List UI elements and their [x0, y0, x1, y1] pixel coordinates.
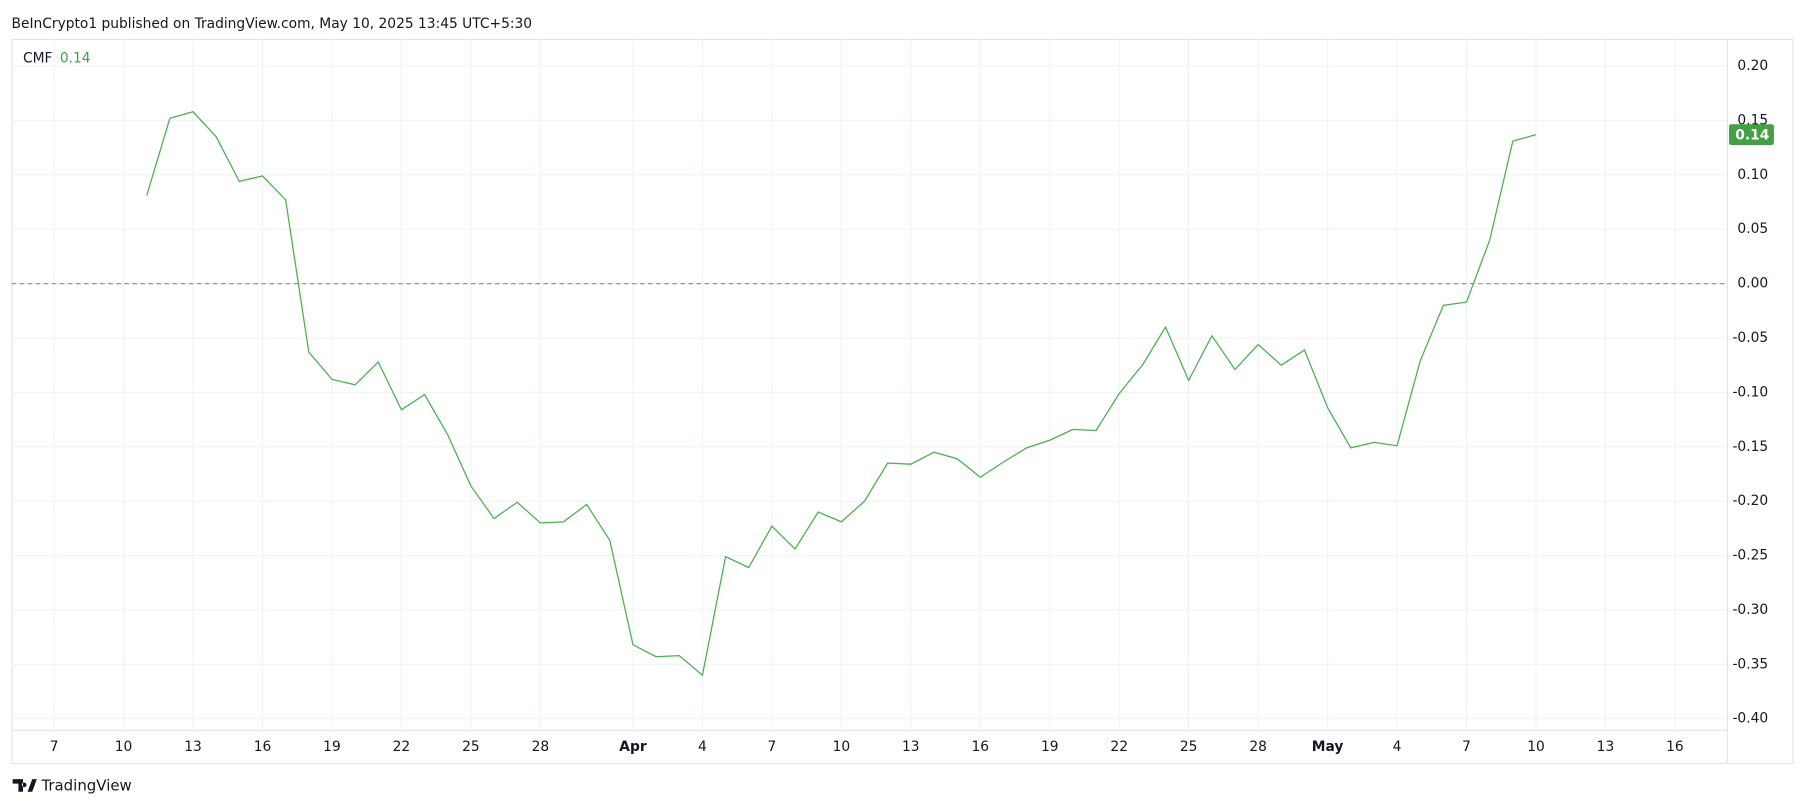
- x-tick-label: 7: [768, 739, 777, 755]
- x-tick-label: 19: [323, 739, 341, 755]
- chart-frame: [11, 38, 1794, 765]
- y-tick-label: 0.00: [1737, 276, 1768, 292]
- x-tick-label: 7: [50, 739, 59, 755]
- y-tick-label: 0.10: [1737, 167, 1768, 183]
- x-tick-label: 25: [462, 739, 480, 755]
- cmf-line: [146, 111, 1537, 677]
- y-tick-label: -0.30: [1732, 602, 1768, 618]
- x-tick-label: 13: [1597, 739, 1615, 755]
- x-tick-label: 16: [254, 739, 272, 755]
- indicator-name: CMF: [23, 50, 53, 66]
- x-tick-label: 28: [532, 739, 550, 755]
- background: [0, 4, 1805, 799]
- x-tick-label: 10: [115, 739, 133, 755]
- x-tick-label: 19: [1041, 739, 1059, 755]
- x-tick-label: 22: [393, 739, 411, 755]
- x-tick-label: 25: [1180, 739, 1198, 755]
- x-tick-label: Apr: [619, 739, 647, 755]
- x-tick-label: 13: [902, 739, 920, 755]
- y-tick-label: -0.25: [1732, 548, 1768, 564]
- brand: TradingView: [40, 776, 131, 794]
- x-tick-label: 10: [1527, 739, 1545, 755]
- x-tick-label: 7: [1462, 739, 1471, 755]
- y-tick-label: 0.05: [1737, 221, 1768, 237]
- x-tick-label: 4: [698, 739, 707, 755]
- publish-info: BeInCrypto1 published on TradingView.com…: [12, 16, 533, 32]
- last-value-badge: [1729, 124, 1774, 145]
- x-tick-label: 10: [833, 739, 851, 755]
- indicator-value: 0.14: [60, 50, 91, 66]
- x-tick-label: May: [1312, 739, 1344, 755]
- x-tick-label: 16: [1666, 739, 1684, 755]
- y-tick-label: -0.10: [1732, 384, 1768, 400]
- y-tick-label: -0.35: [1732, 656, 1768, 672]
- x-tick-label: 4: [1393, 739, 1402, 755]
- logo-icon: [12, 779, 37, 792]
- x-tick-label: 28: [1249, 739, 1267, 755]
- y-tick-label: 0.20: [1737, 58, 1768, 74]
- last-value-label: 0.14: [1735, 128, 1769, 144]
- x-tick-label: 22: [1110, 739, 1128, 755]
- y-tick-label: -0.15: [1732, 439, 1768, 455]
- y-tick-label: -0.05: [1732, 330, 1768, 346]
- footer-logo: TradingView: [12, 776, 132, 794]
- y-tick-label: -0.40: [1732, 711, 1768, 727]
- x-tick-label: 16: [972, 739, 990, 755]
- x-tick-label: 13: [184, 739, 202, 755]
- y-tick-label: -0.20: [1732, 493, 1768, 509]
